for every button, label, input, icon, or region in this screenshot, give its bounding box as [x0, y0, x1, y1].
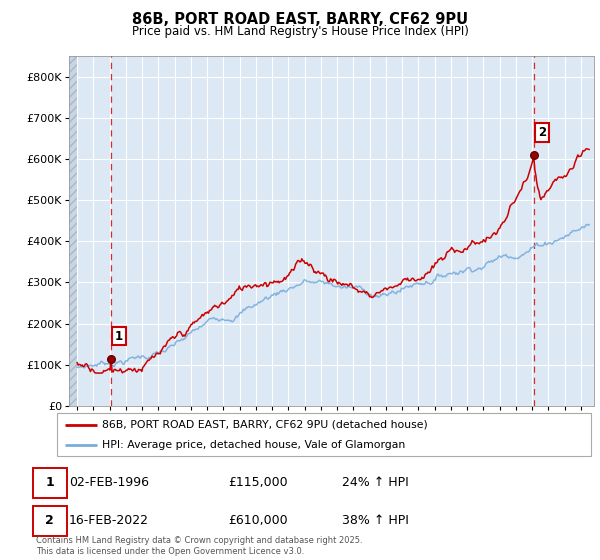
Bar — [69, 56, 77, 406]
Text: 24% ↑ HPI: 24% ↑ HPI — [342, 476, 409, 489]
Text: Contains HM Land Registry data © Crown copyright and database right 2025.
This d: Contains HM Land Registry data © Crown c… — [36, 536, 362, 556]
Text: £115,000: £115,000 — [228, 476, 287, 489]
Text: 16-FEB-2022: 16-FEB-2022 — [69, 514, 149, 527]
Text: 02-FEB-1996: 02-FEB-1996 — [69, 476, 149, 489]
Text: Price paid vs. HM Land Registry's House Price Index (HPI): Price paid vs. HM Land Registry's House … — [131, 25, 469, 38]
Text: 86B, PORT ROAD EAST, BARRY, CF62 9PU (detached house): 86B, PORT ROAD EAST, BARRY, CF62 9PU (de… — [103, 420, 428, 430]
FancyBboxPatch shape — [57, 413, 591, 456]
Text: 1: 1 — [46, 476, 54, 489]
Text: 2: 2 — [46, 514, 54, 527]
Text: 2: 2 — [538, 125, 547, 139]
Text: HPI: Average price, detached house, Vale of Glamorgan: HPI: Average price, detached house, Vale… — [103, 441, 406, 450]
Text: 38% ↑ HPI: 38% ↑ HPI — [342, 514, 409, 527]
Text: 1: 1 — [115, 329, 123, 343]
Text: £610,000: £610,000 — [228, 514, 287, 527]
Text: 86B, PORT ROAD EAST, BARRY, CF62 9PU: 86B, PORT ROAD EAST, BARRY, CF62 9PU — [132, 12, 468, 27]
